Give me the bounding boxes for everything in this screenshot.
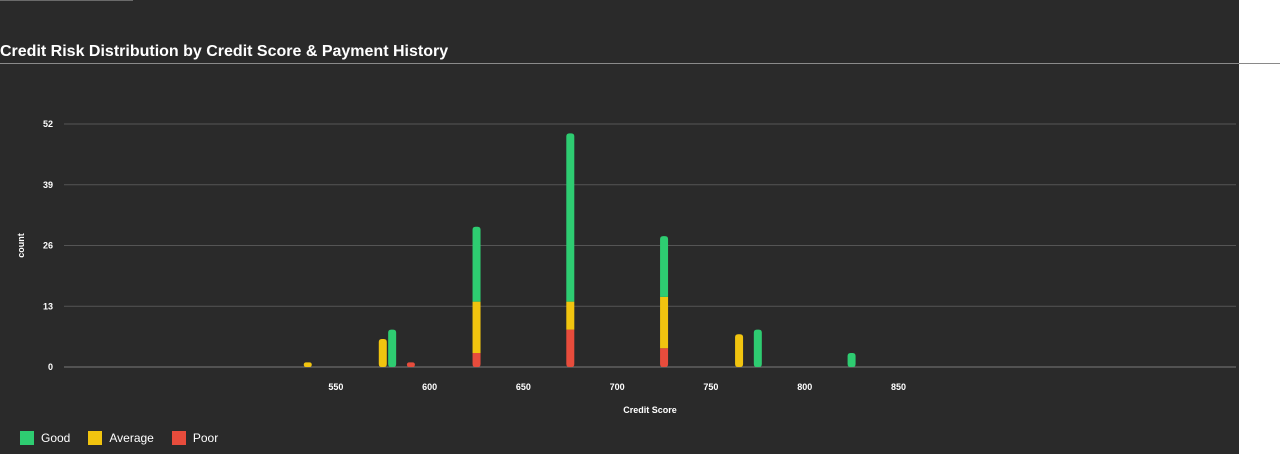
legend-item-poor[interactable]: Poor <box>171 431 219 445</box>
x-tick-label: 650 <box>516 382 531 392</box>
x-tick-label: 850 <box>891 382 906 392</box>
title-divider-extension <box>1239 63 1280 64</box>
legend-label-average: Average <box>109 431 154 445</box>
bar-good-825 <box>847 352 856 367</box>
page-margin <box>1239 0 1280 454</box>
x-axis-title: Credit Score <box>623 405 677 415</box>
y-axis-title: count <box>16 233 26 258</box>
bar-chart: 0 13 26 39 52 550 600 650 700 750 800 850 Credit Sco… <box>16 119 1236 415</box>
bar-average-725 <box>660 296 669 349</box>
legend-swatch-good <box>20 431 34 445</box>
bar-poor-675 <box>566 329 575 367</box>
bar-average-675 <box>566 301 575 330</box>
legend: Good Average Poor <box>20 431 218 445</box>
legend-item-good[interactable]: Good <box>20 431 70 445</box>
chart-panel <box>0 0 1239 454</box>
x-tick-label: 800 <box>797 382 812 392</box>
title-divider <box>0 63 1280 64</box>
legend-swatch-poor <box>171 431 186 445</box>
bar-poor-625 <box>472 352 481 367</box>
bar-good-580 <box>388 329 397 367</box>
bar-average-575 <box>378 338 387 367</box>
bar-poor-725 <box>660 348 669 367</box>
y-tick-label: 39 <box>43 180 53 190</box>
bar-good-625 <box>472 226 481 302</box>
x-tick-label: 550 <box>328 382 343 392</box>
bar-average-765 <box>735 334 744 367</box>
bar-good-725 <box>660 236 669 297</box>
y-tick-label: 13 <box>43 301 53 311</box>
x-tick-label: 750 <box>703 382 718 392</box>
bar-average-625 <box>472 301 481 353</box>
bar-average-535 <box>303 362 312 367</box>
legend-item-average[interactable]: Average <box>88 431 154 445</box>
y-tick-label: 52 <box>43 119 53 129</box>
y-tick-label: 0 <box>48 362 53 372</box>
x-tick-label: 600 <box>422 382 437 392</box>
legend-swatch-average <box>88 431 103 445</box>
bar-good-775 <box>753 329 762 367</box>
legend-label-poor: Poor <box>192 431 219 445</box>
top-divider <box>0 0 133 1</box>
x-tick-label: 700 <box>610 382 625 392</box>
chart-title: Credit Risk Distribution by Credit Score… <box>0 43 449 60</box>
legend-label-good: Good <box>41 431 71 445</box>
bar-poor-590 <box>406 362 415 367</box>
bar-good-675 <box>566 133 575 302</box>
y-tick-label: 26 <box>43 241 53 251</box>
